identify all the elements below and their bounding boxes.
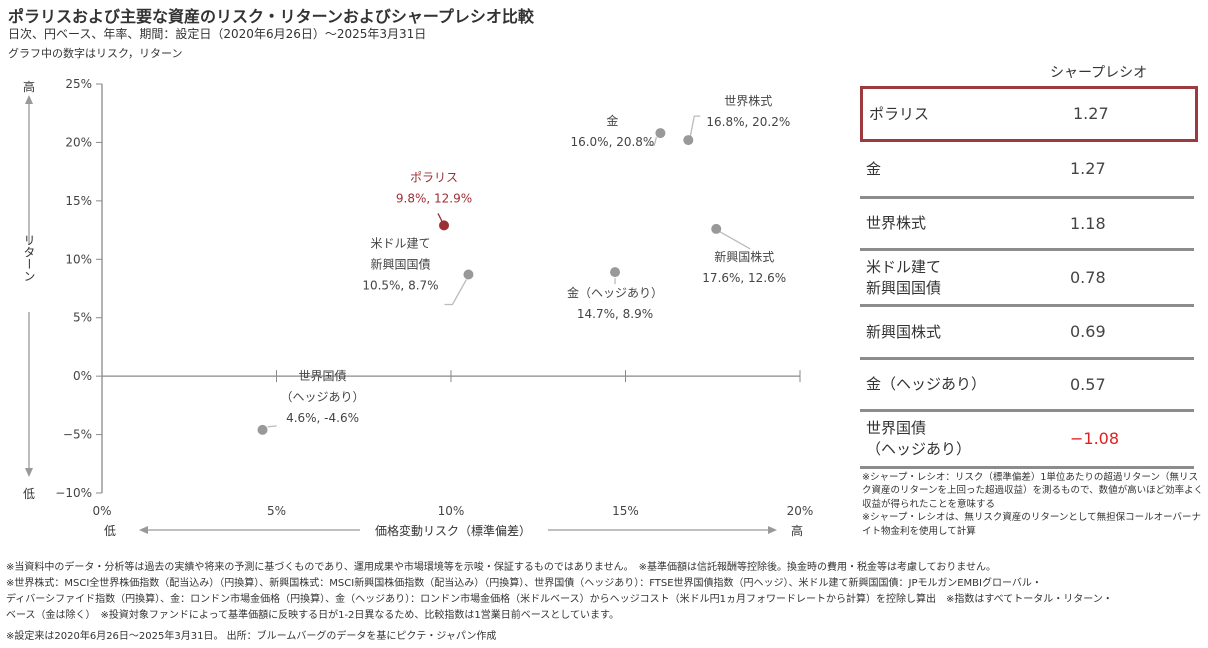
sharpe-row: 世界株式 1.18 xyxy=(860,199,1194,251)
y-axis-title: リターン xyxy=(22,234,36,282)
axes xyxy=(101,84,800,493)
y-high-label: 高 xyxy=(23,79,35,94)
sharpe-row-value: 1.27 xyxy=(1073,104,1109,123)
y-tick-label: 25% xyxy=(65,77,92,91)
y-tick-label: 10% xyxy=(65,252,92,266)
data-point xyxy=(711,223,722,234)
axis-direction-arrows: 高低リターン価格変動リスク（標準偏差）低高 xyxy=(22,79,803,538)
y-tick-label: 5% xyxy=(73,311,92,325)
leader-line xyxy=(437,213,443,222)
sharpe-row-value: 1.18 xyxy=(1070,214,1106,233)
arrow-left-icon xyxy=(139,526,148,534)
sharpe-row-name: 世界株式 xyxy=(866,214,927,232)
point-value-label: 17.6%, 12.6% xyxy=(702,271,786,285)
y-tick-label: −10% xyxy=(55,486,92,500)
sharpe-row-value: 1.27 xyxy=(1070,159,1106,178)
y-low-label: 低 xyxy=(23,487,35,501)
x-tick-label: 10% xyxy=(438,504,465,518)
point-labels: ポラリス 9.8%, 12.9% 金 16.0%, 20.8% 世界株式 16.8%, 2… xyxy=(281,93,791,425)
point-value-label: 4.6%, -4.6% xyxy=(286,411,359,425)
sharpe-note-2: ※シャープ・レシオは、無リスク資産のリターンとして無担保コールオーバーナイト物金… xyxy=(862,512,1202,537)
x-tick-label: 15% xyxy=(612,504,639,518)
chart-title: ポラリスおよび主要な資産のリスク・リターンおよびシャープレシオ比較 xyxy=(8,7,534,26)
data-points xyxy=(257,128,722,435)
point-name-label: 世界株式 xyxy=(724,93,772,108)
y-ticks: 25% 20% 15% 10% 5% 0% −5% −10% xyxy=(55,77,102,500)
sharpe-row-name: 金（ヘッジあり） xyxy=(866,375,987,393)
sharpe-row-name: 世界国債 xyxy=(866,419,927,437)
point-value-label: 9.8%, 12.9% xyxy=(396,191,472,205)
leader-line xyxy=(267,425,277,428)
footnote-1: ※当資料中のデータ・分析等は過去の実績や将来の予測に基づくものであり、運用成果や… xyxy=(6,562,997,573)
footnote-5: ※設定来は2020年6月26日～2025年3月31日。 出所：ブルームバーグのデ… xyxy=(6,631,497,642)
data-point xyxy=(463,269,474,280)
sharpe-row: 世界国債 （ヘッジあり） −1.08 xyxy=(860,412,1194,469)
scatter-chart: 25% 20% 15% 10% 5% 0% −5% −10% 0% 5% 10% 15% 20% ポラ… xyxy=(22,77,813,538)
leader-line xyxy=(646,136,658,146)
y-tick-label: 15% xyxy=(65,194,92,208)
leader-lines xyxy=(267,115,751,428)
sharpe-row-value: −1.08 xyxy=(1070,429,1120,448)
leader-line xyxy=(719,231,751,250)
point-name-label: 金 xyxy=(606,113,618,128)
data-point xyxy=(610,267,621,278)
sharpe-row-name: 新興国国債 xyxy=(866,279,942,297)
footnote-3: ディバーシファイド指数（円換算）、金：ロンドン市場金価格（円換算）、金（ヘッジあ… xyxy=(6,594,1113,605)
sharpe-row-name: （ヘッジあり） xyxy=(866,440,972,458)
sharpe-note-1: ※シャープ・レシオ：リスク（標準偏差）1単位あたりの超過リターン（無リスク資産の… xyxy=(862,472,1204,510)
leader-line xyxy=(444,279,468,306)
data-point xyxy=(683,135,694,146)
point-name-label: 金（ヘッジあり） xyxy=(567,285,663,300)
point-name-label: 新興国国債 xyxy=(370,256,430,271)
footnote-4: ベース（金は除く） ※投資対象ファンドによって基準価額に反映する日が1‐2日異な… xyxy=(6,610,619,621)
data-point-highlight xyxy=(439,220,450,231)
point-name-label: 世界国債 xyxy=(299,368,347,383)
sharpe-row-value: 0.78 xyxy=(1070,268,1106,287)
arrow-up-icon xyxy=(25,95,33,104)
point-name-label: 新興国株式 xyxy=(714,249,774,264)
data-point xyxy=(655,128,666,139)
sharpe-row-value: 0.69 xyxy=(1070,322,1106,341)
sharpe-row-name: 新興国株式 xyxy=(866,323,942,341)
point-name-label: 米ドル建て xyxy=(370,236,430,250)
sharpe-ratio-header: シャープレシオ xyxy=(1050,65,1148,81)
sharpe-row: 新興国株式 0.69 xyxy=(860,307,1194,360)
point-value-label: 10.5%, 8.7% xyxy=(362,278,438,292)
point-name-label: （ヘッジあり） xyxy=(281,390,365,404)
x-high-label: 高 xyxy=(791,523,803,538)
x-axis-title: 価格変動リスク（標準偏差） xyxy=(375,523,531,538)
point-value-label: 14.7%, 8.9% xyxy=(577,307,653,321)
sharpe-ratio-notes: ※シャープ・レシオ：リスク（標準偏差）1単位あたりの超過リターン（無リスク資産の… xyxy=(862,471,1207,538)
sharpe-row-name: 米ドル建て xyxy=(866,258,942,276)
sharpe-row: 金 1.27 xyxy=(860,142,1194,199)
sharpe-row-name: 金 xyxy=(866,160,882,178)
leader-line xyxy=(689,115,701,137)
x-tick-label: 0% xyxy=(92,504,111,518)
chart-subtitle: 日次、円ベース、年率、期間：設定日（2020年6月26日）～2025年3月31日 xyxy=(8,27,427,41)
sharpe-row-name: ポラリス xyxy=(869,105,930,123)
y-tick-label: 20% xyxy=(65,135,92,149)
arrow-right-icon xyxy=(768,526,777,534)
y-tick-label: −5% xyxy=(63,428,92,442)
x-tick-label: 5% xyxy=(267,504,286,518)
x-tick-label: 20% xyxy=(787,504,814,518)
point-value-label: 16.8%, 20.2% xyxy=(706,115,790,129)
sharpe-row: 金（ヘッジあり） 0.57 xyxy=(860,360,1194,412)
x-low-label: 低 xyxy=(104,524,116,538)
arrow-down-icon xyxy=(25,468,33,477)
footnote-2: ※世界株式：MSCI全世界株価指数（配当込み）（円換算）、新興国株式：MSCI新… xyxy=(6,578,1042,589)
point-name-label: ポラリス xyxy=(410,170,458,184)
chart-note: グラフ中の数字はリスク，リターン xyxy=(8,47,183,60)
data-point xyxy=(257,424,268,435)
x-ticks: 0% 5% 10% 15% 20% xyxy=(92,370,813,518)
point-value-label: 16.0%, 20.8% xyxy=(570,135,654,149)
sharpe-row-value: 0.57 xyxy=(1070,375,1106,394)
y-tick-label: 0% xyxy=(73,369,92,383)
sharpe-row: 米ドル建て新興国国債 0.78 xyxy=(860,251,1194,307)
sharpe-row: ポラリス 1.27 xyxy=(860,86,1198,142)
